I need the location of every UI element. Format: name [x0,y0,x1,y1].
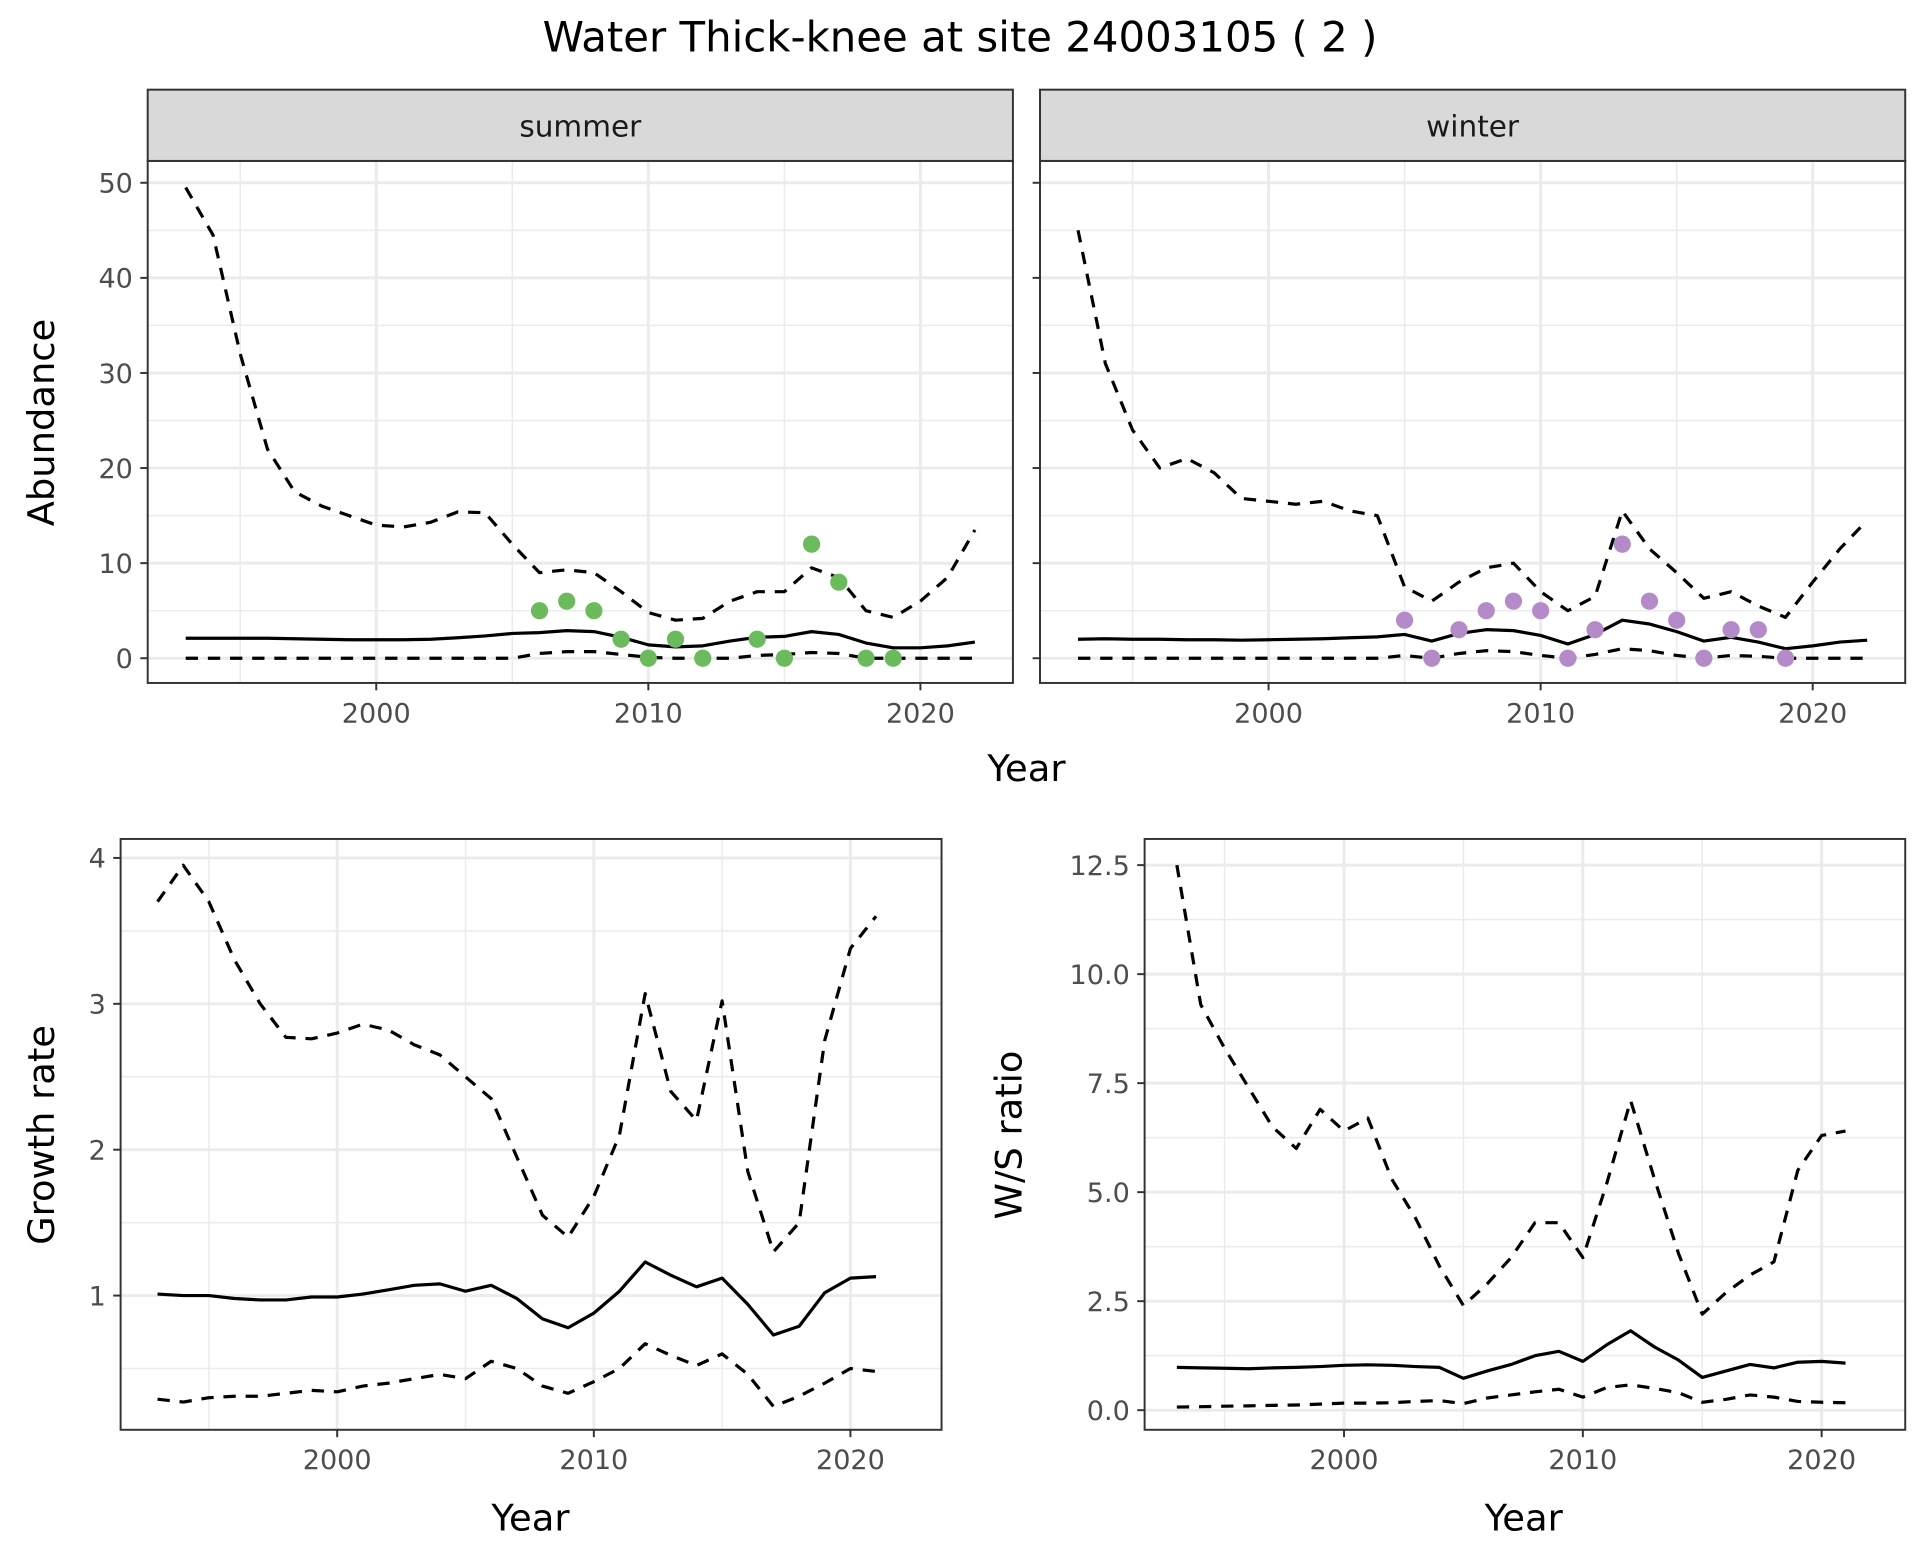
x-tick-label: 2000 [1234,698,1303,729]
y-tick-label: 0 [116,644,133,675]
data-point [639,649,657,667]
data-point [857,649,875,667]
panel-summer: summer 2000 2010 2020 0 10 20 30 40 50 [98,88,1014,729]
data-point [530,602,549,620]
panel-border [119,837,943,1431]
mean-line [157,1260,877,1337]
x-tick-label: 2000 [303,1445,372,1476]
data-point [884,649,902,667]
data-point [1504,592,1523,610]
data-point [830,573,848,591]
data-point [1722,621,1740,639]
data-point [1423,649,1441,667]
upper-bound-line [184,186,977,622]
y-tick-label: 2 [89,1136,106,1167]
facet-strip [146,88,1014,162]
plot-area [147,160,1013,683]
y-tick-label: 12.5 [1070,851,1130,882]
data-point [612,630,630,648]
data-point [1532,602,1550,620]
data-point [1559,649,1577,667]
upper-bound-line [1076,229,1869,619]
data-point [1668,611,1686,629]
facet-strip [1039,88,1907,162]
y-tick-label: 5.0 [1087,1178,1130,1209]
mean-line [1176,1329,1846,1380]
y-tick-label: 1 [89,1281,106,1312]
x-tick-label: 2020 [1787,1445,1856,1476]
figure-title: Water Thick-knee at site 24003105 ( 2 ) [543,13,1378,62]
data-point [1749,621,1767,639]
panel-winter: winter 2000 2010 2020 [1032,88,1907,729]
x-tick-label: 2000 [1310,1445,1379,1476]
panel-border [1143,837,1907,1431]
y-tick-label: 4 [89,844,106,875]
data-point [775,649,793,667]
mean-line [1078,618,1868,651]
data-point [1640,592,1659,610]
data-point [1450,621,1468,639]
plot-area [120,838,942,1430]
upper-bound-line [156,863,878,1254]
x-tick-label: 2020 [816,1445,885,1476]
y-axis-title: Abundance [20,319,63,527]
x-tick-label: 2000 [342,698,411,729]
data-point [1776,649,1795,667]
lower-bound-line [157,1342,877,1409]
y-tick-label: 3 [89,990,106,1021]
plot-area [1144,838,1906,1430]
mean-line [185,629,976,650]
upper-bound-line [1175,864,1846,1316]
x-tick-label: 2020 [886,698,955,729]
data-point [1477,602,1495,620]
data-point [748,630,766,648]
y-tick-label: 30 [98,359,132,390]
panel-w-s-ratio: 2000 2010 2020 0.0 2.5 5.0 7.5 10.0 12.5 [1070,837,1907,1476]
x-axis-title: Year [1484,1497,1564,1540]
y-axis-title: Growth rate [20,1025,63,1245]
y-axis-title: W/S ratio [988,1051,1031,1220]
x-axis-title: Year [490,1497,570,1540]
data-point [694,649,712,667]
y-tick-label: 2.5 [1087,1287,1130,1318]
data-point [1613,535,1631,553]
panel-growth-rate: 2000 2010 2020 1 2 3 4 [89,837,943,1476]
y-tick-label: 40 [98,264,132,295]
data-point [666,630,685,648]
lower-bound-line [1176,1383,1846,1409]
x-tick-label: 2010 [614,698,683,729]
plot-area [1040,160,1906,683]
y-tick-label: 7.5 [1087,1069,1130,1100]
x-tick-label: 2010 [1548,1445,1617,1476]
y-tick-label: 20 [98,454,132,485]
data-point [1695,649,1713,667]
y-tick-label: 10 [98,549,132,580]
y-tick-label: 10.0 [1070,960,1130,991]
data-point [1395,611,1414,629]
x-axis-title: Year [986,747,1066,790]
data-point [585,602,603,620]
facet-label: winter [1426,109,1520,143]
x-tick-label: 2010 [559,1445,628,1476]
data-point [558,592,576,610]
facet-label: summer [519,109,642,143]
y-tick-label: 50 [98,169,132,200]
data-point [802,535,821,553]
x-tick-label: 2010 [1506,698,1575,729]
y-tick-label: 0.0 [1087,1396,1130,1427]
data-point [1586,621,1604,639]
x-tick-label: 2020 [1778,698,1847,729]
